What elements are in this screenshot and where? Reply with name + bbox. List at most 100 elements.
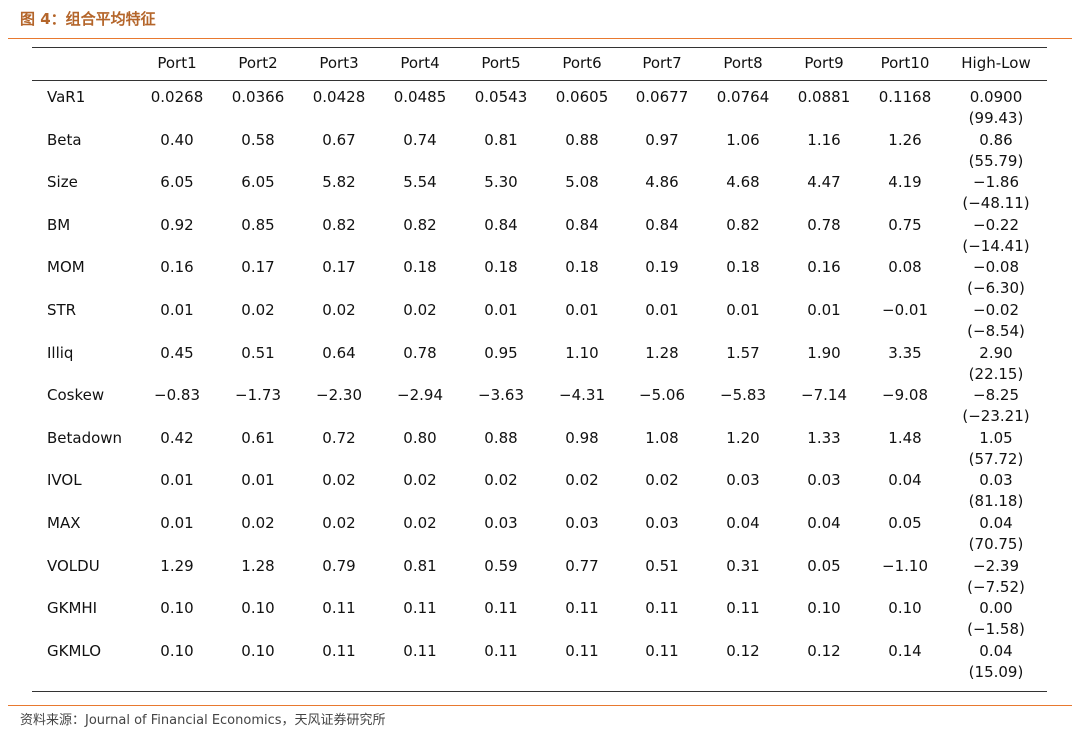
cell: 0.10 [807,599,841,618]
cell: 0.02 [484,471,518,490]
cell: 0.02 [565,471,599,490]
title-rule [8,38,1072,39]
t-stat: (15.09) [968,662,1024,681]
cell: 1.28 [645,343,679,362]
cell: 0.08 [888,258,922,277]
cell: −5.83 [720,386,766,405]
cell: 0.81 [484,130,518,149]
cell: 0.31 [726,556,760,575]
cell: −1.10 [882,556,928,575]
row-label: Illiq [47,343,74,362]
cell: 0.02 [645,471,679,490]
t-stat: (−8.54) [967,322,1025,340]
cell: −2.94 [397,386,443,405]
cell: 1.26 [888,130,922,149]
cell: 0.84 [645,215,679,234]
cell: 1.28 [241,556,275,575]
cell: 0.45 [160,343,194,362]
cell: 1.08 [645,428,679,447]
cell: 0.80 [403,428,437,447]
cell: 5.54 [403,173,437,192]
cell: 0.02 [403,471,437,490]
t-stat: (−7.52) [967,577,1025,596]
cell: 0.11 [726,599,760,618]
cell: 0.11 [484,641,518,660]
column-header: Port7 [642,54,682,72]
cell: 0.14 [888,641,922,660]
cell: 0.18 [726,258,760,277]
cell: −2.30 [316,386,362,405]
cell: 0.03 [807,471,841,490]
column-header: Port6 [562,54,602,72]
cell: 0.04 [807,514,841,532]
cell: 0.0428 [312,88,366,106]
cell: 0.64 [322,343,356,362]
cell: 0.19 [645,258,679,277]
cell: 0.16 [807,258,841,277]
row-label: VOLDU [47,556,100,575]
cell: 1.05 [979,428,1013,447]
cell: 0.01 [160,514,194,532]
cell: 0.04 [726,514,760,532]
cell: 0.02 [322,471,356,490]
cell: 0.04 [979,514,1013,532]
row-label: BM [47,215,71,234]
cell: 1.48 [888,428,922,447]
cell: 0.16 [160,258,194,277]
t-stat: (70.75) [968,535,1024,553]
cell: 0.01 [565,301,599,319]
cell: 0.0900 [969,88,1023,106]
table-top-rule [32,47,1047,48]
cell: 0.18 [484,258,518,277]
cell: 0.02 [403,301,437,319]
cell: 0.98 [565,428,599,447]
cell: 0.02 [241,514,275,532]
cell: 0.11 [322,641,356,660]
cell: 0.03 [565,514,599,532]
row-label: Coskew [47,386,105,405]
row-label: GKMHI [47,599,98,618]
row-label: IVOL [47,471,82,490]
cell: 0.01 [160,471,194,490]
cell: 0.75 [888,215,922,234]
cell: 0.10 [241,599,275,618]
cell: −0.83 [154,386,200,405]
cell: 0.18 [565,258,599,277]
row-label: VaR1 [47,88,86,106]
cell: 0.01 [484,301,518,319]
t-stat: (−14.41) [962,236,1030,255]
cell: 1.16 [807,130,841,149]
cell: 0.88 [484,428,518,447]
cell: 0.03 [979,471,1013,490]
cell: 0.0366 [231,88,285,106]
cell: 0.86 [979,130,1013,149]
t-stat: (−1.58) [967,620,1025,639]
cell: 0.05 [807,556,841,575]
t-stat: (−48.11) [962,194,1030,213]
cell: 0.0764 [716,88,770,106]
row-label: MOM [47,258,85,277]
cell: 4.68 [726,173,760,192]
cell: 0.82 [403,215,437,234]
cell: 0.11 [322,599,356,618]
row-label: Beta [47,130,82,149]
cell: 4.47 [807,173,841,192]
cell: 0.17 [241,258,275,277]
cell: −9.08 [882,386,928,405]
cell: 5.82 [322,173,356,192]
row-label: STR [47,301,77,319]
cell: 0.0268 [150,88,204,106]
t-stat: (−23.21) [962,407,1030,426]
cell: 0.11 [645,641,679,660]
row-label: MAX [47,514,81,532]
cell: 0.10 [160,599,194,618]
cell: 1.06 [726,130,760,149]
cell: 0.18 [403,258,437,277]
cell: 0.11 [403,641,437,660]
cell: 0.59 [484,556,518,575]
cell: 0.02 [241,301,275,319]
cell: 0.40 [160,130,194,149]
cell: 3.35 [888,343,922,362]
cell: 0.0677 [635,88,689,106]
